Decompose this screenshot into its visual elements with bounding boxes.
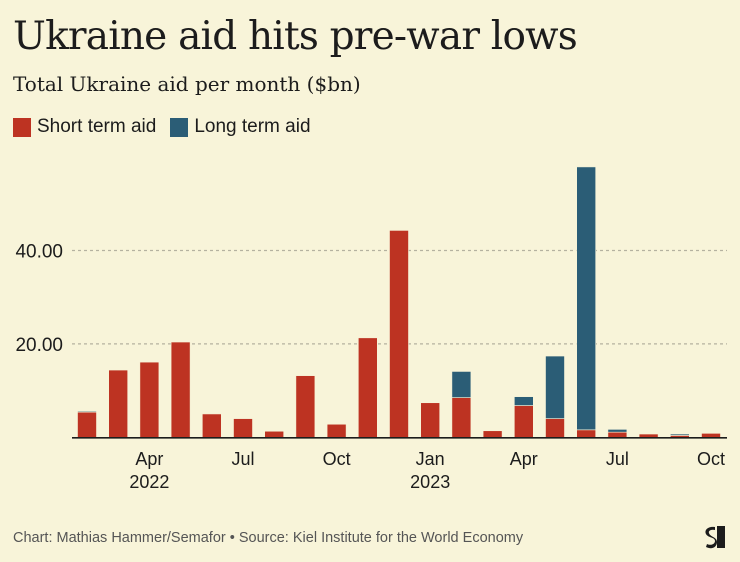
x-tick-label: Apr [135,449,163,469]
x-tick-label: Jul [606,449,629,469]
bar-short-term [420,402,441,438]
legend: Short term aid Long term aid [13,116,311,138]
x-tick-label: Jul [231,449,254,469]
x-tick-label: Jan [416,449,445,469]
x-tick-label: Oct [323,449,351,469]
bar-short-term [326,423,347,438]
bar-short-term [482,430,503,438]
bar-short-term [295,375,316,438]
bar-short-term [357,337,378,438]
y-tick-label: 20.00 [15,335,63,356]
legend-label-long-term: Long term aid [194,116,311,137]
bar-short-term [607,431,628,438]
bar-short-term [233,418,253,438]
bar-short-term [701,433,721,438]
chart-title: Ukraine aid hits pre-war lows [13,14,578,59]
bar-long-term [576,166,597,431]
bar-short-term [202,413,222,438]
bar-short-term [638,433,659,438]
bar-short-term [389,230,409,438]
bar-short-term [170,341,191,438]
legend-item-long-term: Long term aid [170,116,311,138]
legend-item-short-term: Short term aid [13,116,156,138]
semafor-logo-icon [705,526,725,549]
bar-long-term [545,355,565,419]
bar-short-term [545,418,565,438]
bar-short-term [513,405,534,438]
bar-short-term [576,429,597,438]
bar-short-term [108,369,128,438]
legend-label-short-term: Short term aid [37,116,157,137]
x-tick-year-label: 2022 [129,472,169,492]
source-credit: Chart: Mathias Hammer/Semafor • Source: … [13,530,524,546]
x-tick-year-label: 2023 [410,472,450,492]
legend-swatch-long-term [170,117,189,137]
bar-short-term [264,430,285,438]
bar-short-term [77,411,97,438]
bar-long-term [451,371,472,398]
y-tick-label: 40.00 [15,242,63,263]
legend-swatch-short-term [13,117,31,137]
x-tick-label: Oct [697,449,725,469]
x-tick-label: Apr [510,449,538,469]
chart-subtitle: Total Ukraine aid per month ($bn) [13,72,361,96]
bar-short-term [451,397,472,438]
bar-long-term [669,433,690,436]
bar-long-term [77,410,97,413]
bar-long-term [607,429,628,433]
bar-short-term [139,361,160,438]
bar-long-term [513,396,534,406]
